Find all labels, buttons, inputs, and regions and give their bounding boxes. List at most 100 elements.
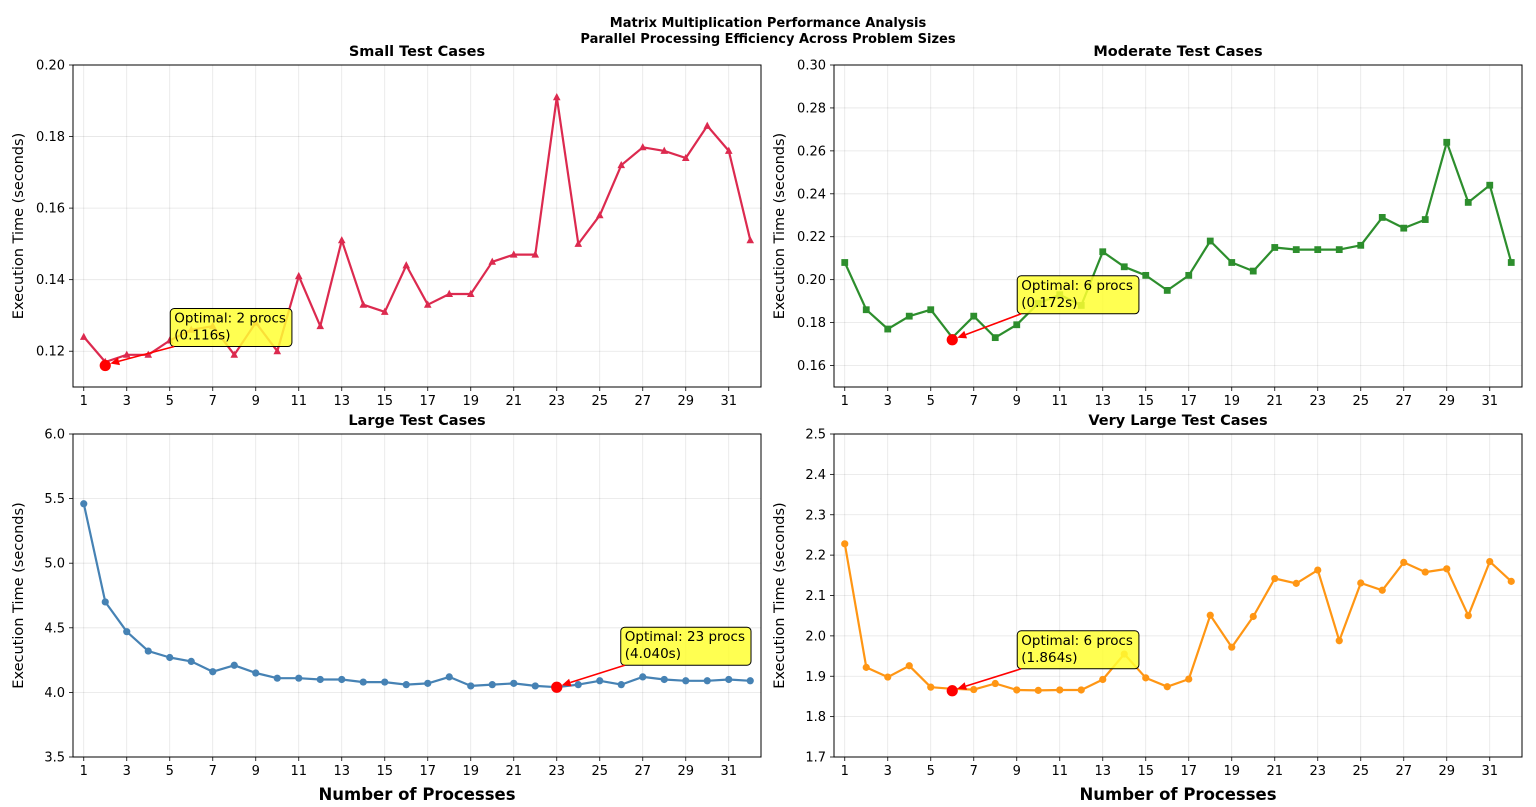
x-tick-label: 17: [419, 764, 436, 779]
x-tick-label: 29: [1438, 764, 1455, 779]
x-tick-label: 25: [1352, 394, 1369, 409]
x-tick-label: 23: [548, 764, 565, 779]
data-point: [337, 236, 346, 244]
x-tick-label: 17: [419, 394, 436, 409]
data-point: [230, 661, 238, 669]
data-point: [1034, 686, 1042, 694]
x-tick-label: 7: [209, 394, 217, 409]
x-tick-label: 25: [591, 394, 608, 409]
y-tick-label: 5.0: [44, 557, 65, 572]
x-tick-label: 25: [591, 764, 608, 779]
optimal-point-marker: [946, 685, 958, 697]
data-point: [402, 261, 411, 269]
data-point: [746, 236, 755, 244]
data-point: [230, 350, 239, 358]
data-point: [991, 679, 999, 688]
data-point: [1013, 321, 1021, 329]
y-tick-label: 0.16: [797, 359, 826, 374]
data-point: [467, 682, 475, 690]
data-point: [724, 146, 733, 154]
subplot-2: 1 3 5 7 9 11 13 15 17 19 21 23 25 27 29 310.160.180.200…: [772, 44, 1523, 409]
plot-frame: [833, 433, 1523, 758]
x-tick-label: 27: [634, 394, 651, 409]
x-tick-label: 9: [252, 394, 260, 409]
data-point: [1357, 241, 1365, 249]
y-tick-label: 0.14: [36, 273, 65, 288]
data-point: [703, 677, 711, 685]
x-tick-label: 19: [462, 764, 479, 779]
x-tick-label: 11: [1051, 764, 1068, 779]
data-point: [862, 663, 870, 671]
data-point: [725, 675, 733, 684]
data-point: [295, 674, 303, 682]
data-point: [1357, 579, 1365, 587]
data-point: [1464, 612, 1472, 620]
series-line: [82, 503, 751, 689]
data-point: [1335, 637, 1343, 645]
x-tick-label: 29: [1438, 394, 1455, 409]
data-point: [1271, 244, 1279, 251]
data-point: [595, 211, 604, 219]
annotation-arrow: [570, 664, 625, 684]
data-point: [574, 681, 582, 689]
x-tick-label: 7: [209, 764, 217, 779]
figure-title-line2: Parallel Processing Efficiency Across Pr…: [580, 32, 955, 47]
data-point: [884, 673, 892, 681]
y-tick-label: 1.7: [805, 751, 826, 766]
data-point: [316, 321, 325, 330]
data-point: [488, 257, 497, 265]
data-point: [884, 325, 892, 333]
data-point: [123, 628, 131, 636]
y-tick-label: 0.20: [797, 273, 826, 288]
x-tick-label: 5: [166, 764, 174, 779]
x-tick-label: 27: [1395, 764, 1412, 779]
x-tick-label: 23: [1309, 764, 1326, 779]
data-point: [1507, 577, 1515, 585]
data-point: [1120, 263, 1128, 271]
x-tick-label: 13: [1094, 394, 1111, 409]
y-tick-label: 0.12: [36, 345, 65, 360]
plot-frame: [833, 64, 1523, 388]
x-tick-label: 7: [970, 394, 978, 409]
data-point: [927, 306, 935, 314]
annotation-line2: (1.864s): [1021, 650, 1077, 666]
x-tick-label: 21: [505, 764, 522, 779]
data-point: [423, 300, 432, 308]
y-tick-label: 0.26: [797, 144, 826, 159]
annotation-box: [1016, 630, 1140, 670]
annotation-arrow: [965, 668, 1022, 687]
x-tick-label: 31: [1481, 394, 1498, 409]
data-point: [682, 677, 690, 685]
x-tick-label: 17: [1180, 394, 1197, 409]
data-point: [1099, 675, 1107, 684]
x-tick-label: 1: [841, 394, 849, 409]
plot-frame: [72, 433, 762, 758]
data-point: [445, 289, 454, 297]
data-point: [1292, 246, 1300, 254]
y-tick-label: 2.2: [805, 549, 826, 564]
data-point: [1421, 216, 1429, 223]
x-tick-label: 21: [1266, 394, 1283, 409]
subplot-grid: 1 3 5 7 9 11 13 15 17 19 21 23 25 27 29 310.120.140.160…: [11, 44, 1523, 804]
data-point: [703, 121, 712, 129]
data-point: [660, 675, 668, 684]
data-point: [596, 677, 604, 685]
data-point: [531, 682, 539, 690]
x-tick-label: 27: [1395, 394, 1412, 409]
data-point: [1443, 138, 1451, 146]
data-point: [1013, 686, 1021, 694]
subplot-title: Small Test Cases: [349, 44, 485, 60]
data-point: [144, 647, 152, 655]
x-tick-label: 3: [884, 764, 892, 779]
data-point: [841, 259, 849, 266]
x-tick-label: 19: [462, 394, 479, 409]
data-point: [510, 679, 518, 687]
data-point: [1335, 246, 1343, 254]
data-point: [1400, 224, 1408, 232]
subplot-1: 1 3 5 7 9 11 13 15 17 19 21 23 25 27 29 310.120.140.160…: [11, 44, 762, 409]
x-tick-label: 3: [884, 394, 892, 409]
y-tick-label: 4.0: [44, 686, 65, 701]
data-point: [746, 677, 754, 685]
x-tick-label: 23: [548, 394, 565, 409]
x-tick-label: 1: [80, 394, 88, 409]
